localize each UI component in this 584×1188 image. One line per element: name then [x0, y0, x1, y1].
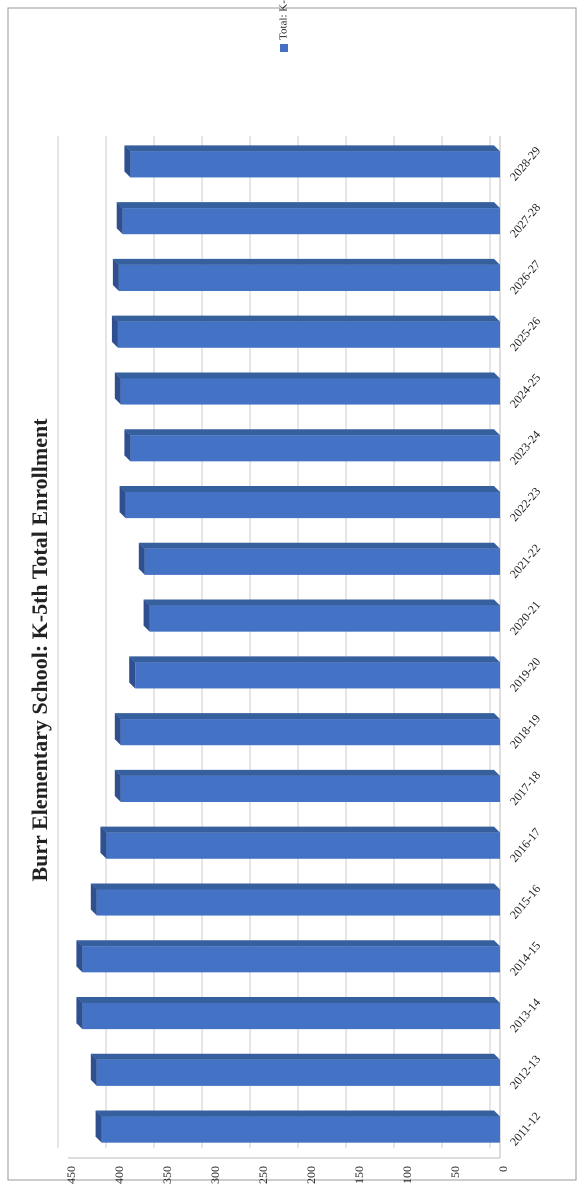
bar-side [124, 145, 500, 152]
bar [106, 832, 501, 859]
x-tick-label: 2016-17 [507, 825, 543, 865]
bar-side [143, 599, 150, 632]
bar-side [114, 769, 500, 776]
bar-side [119, 485, 500, 492]
bar-side [114, 713, 121, 746]
bar [130, 435, 500, 462]
bar-side [114, 372, 500, 379]
bar [118, 264, 500, 292]
bar-side [124, 145, 131, 178]
bar [120, 378, 501, 405]
y-tick-label: 250 [256, 1166, 270, 1184]
bar [122, 208, 500, 235]
bar-side [95, 1110, 500, 1117]
x-tick-label: 2026-27 [507, 257, 543, 297]
x-tick-label: 2021-22 [507, 541, 543, 581]
x-tick-label: 2017-18 [507, 768, 543, 808]
x-tick-label: 2024-25 [507, 371, 543, 411]
x-tick-label: 2011-12 [507, 1109, 543, 1148]
bar-side [119, 485, 126, 519]
bar-side [100, 826, 500, 833]
frame [7, 7, 577, 1181]
x-tick-label: 2020-21 [507, 598, 543, 638]
bar-side [100, 826, 107, 859]
bar-side [76, 940, 500, 947]
bar-side [116, 202, 123, 235]
y-tick-label: 200 [304, 1166, 318, 1184]
bar [117, 321, 500, 348]
bar [96, 1059, 501, 1086]
bar [130, 151, 500, 178]
bar-side [111, 315, 500, 322]
legend-swatch [280, 44, 288, 52]
bar [144, 548, 501, 575]
y-tick-label: 350 [160, 1166, 174, 1184]
x-tick-label: 2025-26 [507, 314, 543, 354]
bar-side [112, 258, 119, 292]
y-tick-label: 300 [208, 1166, 222, 1184]
bar-side [124, 429, 131, 462]
bar [120, 719, 501, 746]
bar [82, 1002, 501, 1030]
bar [101, 1116, 500, 1143]
bar [96, 889, 501, 916]
y-tick-label: 50 [448, 1166, 462, 1178]
bar-side [76, 940, 83, 973]
x-tick-label: 2012-13 [507, 1052, 543, 1092]
x-tick-label: 2023-24 [507, 428, 543, 468]
bar-side [138, 542, 500, 549]
y-tick-label: 100 [400, 1166, 414, 1184]
plot: Burr Elementary School: K-5th Total Enro… [27, 0, 543, 1184]
bar-side [95, 1110, 102, 1143]
bar-side [124, 429, 500, 436]
x-tick-label: 2014-15 [507, 939, 543, 979]
x-tick-label: 2019-20 [507, 655, 543, 695]
bar-side [114, 769, 121, 803]
x-tick-label: 2027-28 [507, 201, 543, 241]
y-tick-label: 450 [64, 1166, 78, 1184]
y-tick-label: 0 [496, 1166, 510, 1172]
bar-side [90, 1053, 97, 1086]
bar-side [143, 599, 500, 606]
bar [120, 775, 501, 803]
bar-side [112, 258, 500, 265]
bar-side [90, 883, 97, 916]
bar-side [111, 315, 118, 348]
bar-side [90, 1053, 500, 1060]
bar [149, 605, 500, 632]
x-tick-label: 2013-14 [507, 995, 543, 1035]
bar-side [76, 996, 500, 1003]
y-tick-label: 150 [352, 1166, 366, 1184]
bar-side [129, 656, 136, 689]
bar [135, 662, 500, 689]
bar-side [116, 202, 500, 209]
x-tick-label: 2028-29 [507, 144, 543, 184]
bar-side [138, 542, 145, 575]
bar-side [76, 996, 83, 1030]
bar-side [114, 713, 500, 720]
chart-title: Burr Elementary School: K-5th Total Enro… [27, 418, 52, 882]
x-tick-label: 2018-19 [507, 712, 543, 752]
bar-side [114, 372, 121, 405]
bar [125, 491, 500, 519]
bar-side [129, 656, 500, 663]
x-tick-label: 2015-16 [507, 882, 543, 922]
y-tick-label: 400 [112, 1166, 126, 1184]
x-tick-label: 2022-23 [507, 484, 543, 524]
legend-label: Total: K-5 [278, 0, 290, 40]
bar-side [90, 883, 500, 890]
bar [82, 946, 501, 973]
